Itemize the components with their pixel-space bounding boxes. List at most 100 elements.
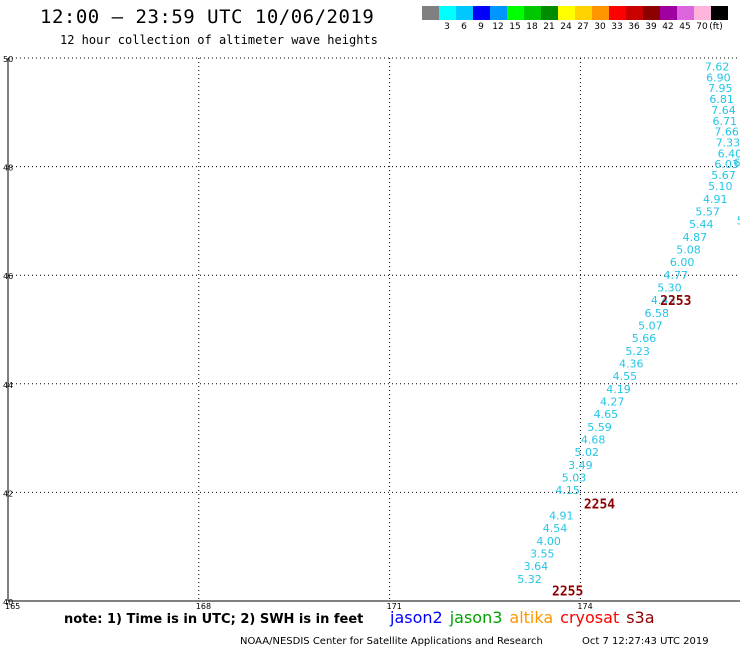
lat-tick-label: 46	[3, 272, 13, 281]
wave-height-value: 5.99	[737, 215, 740, 228]
wave-height-value: 4.36	[619, 358, 644, 371]
wave-height-value: 5.59	[587, 421, 612, 434]
wave-height-value: 7.33	[716, 137, 740, 150]
wave-height-value: 7.95	[708, 82, 733, 95]
generated-timestamp: Oct 7 12:27:43 UTC 2019	[582, 636, 709, 647]
colorbar-label: 45	[679, 22, 691, 32]
colorbar-swatch	[677, 6, 694, 20]
wave-height-value: 5.23	[625, 345, 650, 358]
wave-height-value: 5.66	[632, 332, 657, 345]
colorbar-unit: (ft)	[709, 22, 723, 32]
colorbar-label: 36	[628, 22, 640, 32]
wave-height-value: 3.64	[524, 560, 549, 573]
credit-line: NOAA/NESDIS Center for Satellite Applica…	[240, 636, 543, 647]
wave-height-value: 6.58	[644, 307, 669, 320]
footer-note: note: 1) Time is in UTC; 2) SWH is in fe…	[64, 612, 364, 627]
colorbar-swatch	[626, 6, 643, 20]
wave-height-value: 4.19	[606, 383, 631, 396]
wave-height-value: 3.55	[530, 548, 555, 561]
wave-height-value: 7.62	[705, 60, 730, 73]
colorbar-label: 70	[696, 22, 708, 32]
wave-height-value: 4.27	[600, 396, 625, 409]
pass-time-label: 2255	[552, 585, 583, 600]
pass-time-label: 2254	[584, 498, 615, 513]
lat-tick-label: 40	[3, 598, 13, 607]
legend-jason2: jason2	[390, 608, 443, 627]
colorbar-swatch	[575, 6, 592, 20]
colorbar-swatch	[473, 6, 490, 20]
wave-height-value: 4.55	[613, 370, 638, 383]
colorbar-swatch	[524, 6, 541, 20]
colorbar-label: 24	[560, 22, 572, 32]
colorbar-swatch	[643, 6, 660, 20]
colorbar-swatch	[541, 6, 558, 20]
colorbar-swatch	[422, 6, 439, 20]
colorbar-swatch	[592, 6, 609, 20]
colorbar-swatch	[660, 6, 677, 20]
colorbar-swatch	[456, 6, 473, 20]
lat-tick-label: 42	[3, 489, 13, 498]
colorbar-label: 30	[594, 22, 606, 32]
lon-tick-label: 168	[196, 602, 211, 611]
colorbar-label: 18	[526, 22, 538, 32]
wave-height-value: 5.30	[657, 281, 682, 294]
wave-height-value: 5.10	[708, 180, 733, 193]
lat-tick-label: 48	[3, 164, 13, 173]
wave-height-value: 4.00	[536, 535, 561, 548]
wave-height-value: 5.07	[638, 320, 663, 333]
lon-tick-label: 165	[5, 602, 20, 611]
lat-tick-label: 50	[3, 55, 13, 64]
satellite-legend: jason2 jason3 altika cryosat s3a	[390, 608, 662, 627]
wave-height-value: 7.66	[714, 126, 739, 139]
page-subtitle: 12 hour collection of altimeter wave hei…	[60, 33, 378, 47]
colorbar-swatch	[694, 6, 711, 20]
lon-tick-label: 174	[577, 602, 592, 611]
legend-altika: altika	[509, 608, 554, 627]
colorbar-swatch	[711, 6, 728, 20]
wave-height-value: 4.43	[651, 294, 676, 307]
wave-height-value: 4.54	[543, 522, 568, 535]
pass-time-label: 2253	[660, 294, 691, 309]
wave-height-value: 5.08	[676, 243, 701, 256]
wave-height-value: 6.71	[713, 115, 738, 128]
map-grid	[7, 57, 740, 602]
wave-height-value: 5.32	[517, 573, 542, 586]
colorbar-label: 9	[478, 22, 484, 32]
colorbar-label: 3	[444, 22, 450, 32]
lat-tick-label: 44	[3, 381, 13, 390]
wave-height-value: 7.64	[711, 104, 736, 117]
wave-height-value: 6.03	[714, 158, 739, 171]
wave-height-value: 6.90	[706, 71, 731, 84]
colorbar-label: 21	[543, 22, 555, 32]
wave-height-value: 4.65	[594, 408, 619, 421]
colorbar-swatch	[558, 6, 575, 20]
wave-height-value: 6.23	[734, 157, 740, 170]
wave-height-value: 6.00	[670, 256, 695, 269]
wave-height-value: 4.91	[703, 193, 728, 206]
lon-tick-label: 171	[387, 602, 402, 611]
colorbar-swatch	[439, 6, 456, 20]
colorbar-label: 15	[509, 22, 521, 32]
wave-height-value: 5.03	[562, 472, 587, 485]
colorbar-label: 39	[645, 22, 657, 32]
wave-height-value: 4.91	[549, 510, 574, 523]
legend-cryosat: cryosat	[560, 608, 620, 627]
colorbar-swatch	[609, 6, 626, 20]
legend-jason3: jason3	[449, 608, 503, 627]
colorbar-swatch	[507, 6, 524, 20]
colorbar-label: 42	[662, 22, 674, 32]
pass-time-labels: 22522253225422551410140914091408	[552, 294, 691, 600]
wave-height-observations: 7.626.907.956.817.646.717.667.336.406.03…	[517, 60, 740, 586]
wave-height-value: 5.44	[689, 218, 714, 231]
colorbar-label: 6	[461, 22, 467, 32]
wave-height-value: 4.15	[555, 484, 580, 497]
colorbar-label: 12	[492, 22, 504, 32]
map-tick-labels: 165168171174177404244464850	[3, 55, 593, 611]
wave-height-value: 5.57	[695, 205, 720, 218]
wave-height-value: 5.02	[575, 446, 600, 459]
wave-height-value: 4.77	[664, 269, 689, 282]
wave-height-value: 6.40	[718, 147, 740, 160]
colorbar-label: 27	[577, 22, 589, 32]
legend-s3a: s3a	[626, 608, 655, 627]
